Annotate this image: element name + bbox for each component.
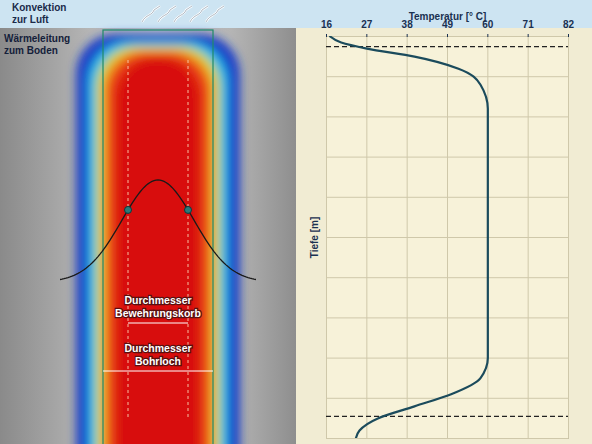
svg-text:Bohrloch: Bohrloch [135, 355, 181, 367]
svg-text:Bewehrungskorb: Bewehrungskorb [115, 307, 201, 319]
svg-text:Durchmesser: Durchmesser [124, 294, 191, 306]
svg-text:Tiefe [m]: Tiefe [m] [309, 217, 320, 259]
svg-text:71: 71 [523, 19, 535, 30]
svg-text:27: 27 [361, 19, 373, 30]
svg-text:82: 82 [563, 19, 575, 30]
svg-text:38: 38 [401, 18, 413, 30]
svg-text:zum Boden: zum Boden [4, 45, 58, 56]
svg-text:Konvektion: Konvektion [12, 2, 66, 13]
svg-text:16: 16 [321, 19, 333, 30]
svg-text:Temperatur [° C]: Temperatur [° C] [409, 11, 487, 22]
svg-text:Wärmeleitung: Wärmeleitung [4, 33, 70, 44]
svg-text:49: 49 [441, 18, 454, 30]
svg-text:Durchmesser: Durchmesser [124, 342, 191, 354]
svg-text:zur Luft: zur Luft [12, 14, 49, 25]
svg-text:60: 60 [482, 18, 494, 30]
